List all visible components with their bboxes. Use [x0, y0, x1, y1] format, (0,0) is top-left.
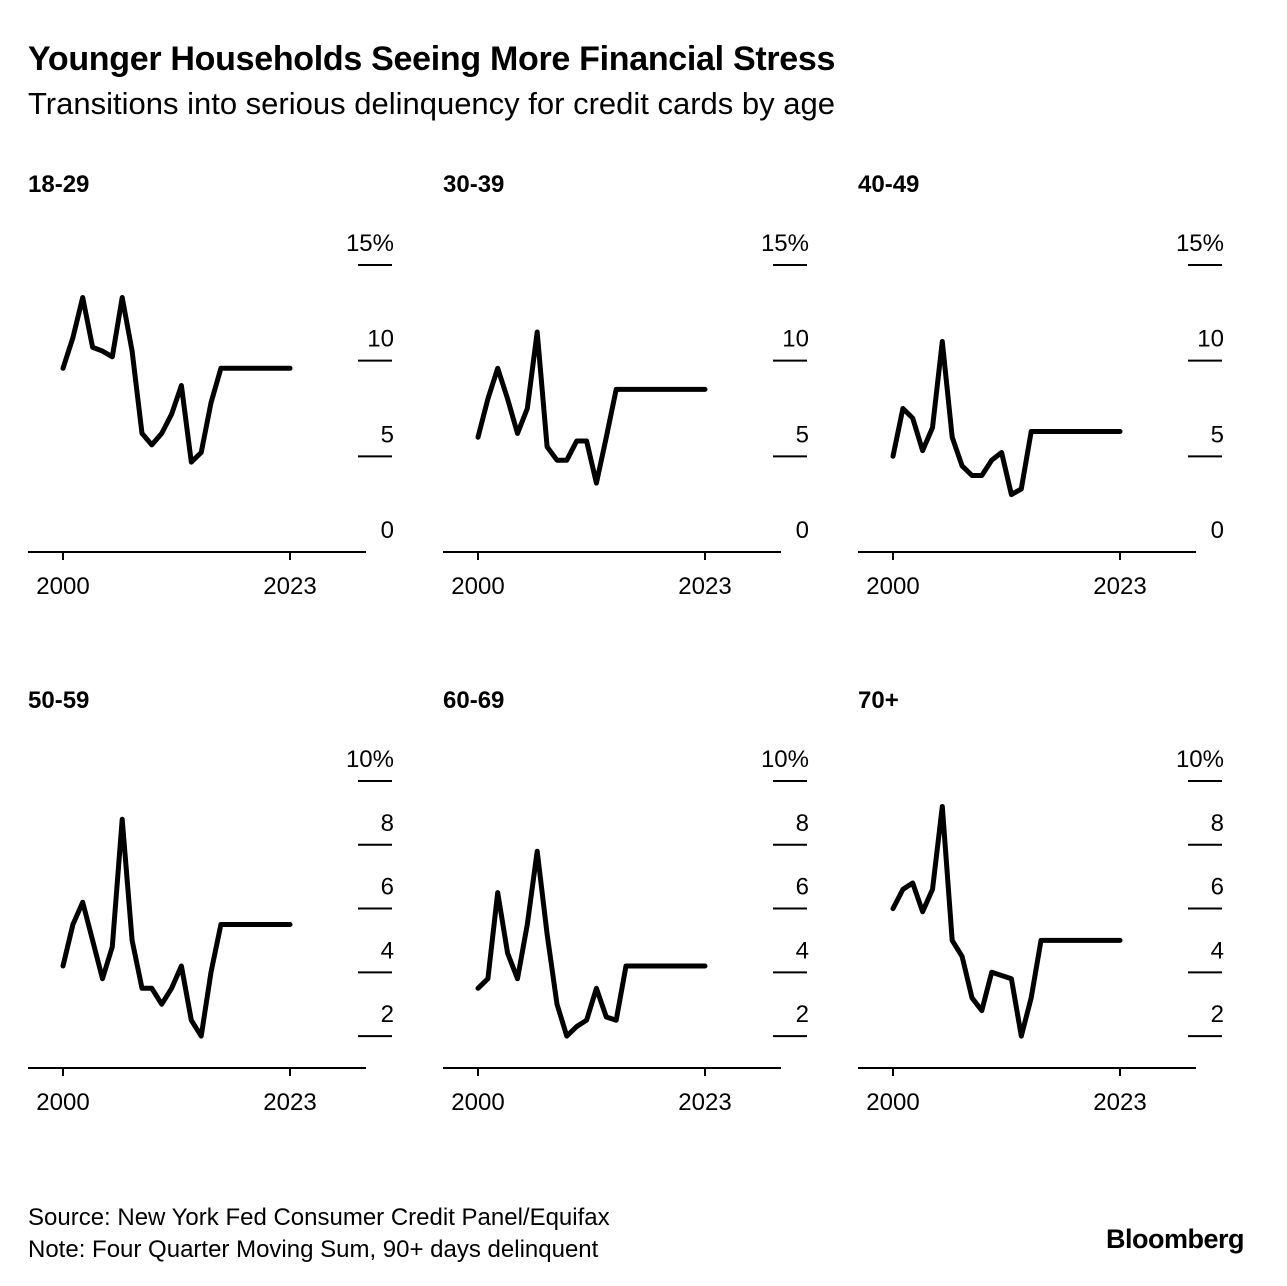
series-line [60, 295, 293, 465]
bloomberg-logo: Bloomberg [1106, 1224, 1245, 1254]
panel-title: 40-49 [858, 171, 919, 198]
y-tick-label: 8 [796, 810, 809, 837]
panel-40-49: 40-49 0 5 10 15% 2000 2023 [858, 171, 1224, 600]
chart-subtitle: Transitions into serious delinquency for… [28, 86, 835, 121]
y-tick-label: 10 [367, 326, 394, 353]
footer-notes: Source: New York Fed Consumer Credit Pan… [28, 1202, 610, 1266]
series-line [475, 329, 708, 486]
panel-title: 70+ [858, 687, 899, 714]
y-tick-label: 10% [1176, 746, 1224, 773]
y-tick-label: 10% [761, 746, 809, 773]
y-tick-label: 6 [796, 874, 809, 901]
y-tick-label: 2 [381, 1001, 394, 1028]
series-line [60, 816, 293, 1039]
x-tick-label: 2000 [36, 573, 89, 600]
series-line [890, 339, 1123, 498]
y-tick-label: 4 [381, 937, 394, 964]
x-tick-label: 2023 [1093, 573, 1146, 600]
x-tick-label: 2000 [36, 1089, 89, 1116]
panel-title: 30-39 [443, 171, 504, 198]
y-tick-label: 10 [1197, 326, 1224, 353]
chart-title: Younger Households Seeing More Financial… [28, 40, 836, 78]
panel-title: 18-29 [28, 171, 89, 198]
y-tick-label: 6 [1211, 874, 1224, 901]
panel-30-39: 30-39 0 5 10 15% 2000 2023 [443, 171, 809, 600]
panel-60-69: 60-69 2 4 6 8 10% 2000 2023 [443, 687, 809, 1116]
x-tick-label: 2000 [866, 573, 919, 600]
y-tick-label: 5 [1211, 421, 1224, 448]
y-tick-label: 10% [346, 746, 394, 773]
y-tick-label: 0 [381, 517, 394, 544]
y-tick-label: 15% [761, 230, 809, 257]
x-tick-label: 2023 [678, 1089, 731, 1116]
x-tick-label: 2000 [451, 573, 504, 600]
panel-18-29: 18-29 0 5 10 15% 2000 2023 [28, 171, 394, 600]
panel-title: 50-59 [28, 687, 89, 714]
y-tick-label: 4 [1211, 937, 1224, 964]
y-tick-label: 2 [1211, 1001, 1224, 1028]
y-tick-label: 5 [381, 421, 394, 448]
panel-70+: 70+ 2 4 6 8 10% 2000 2023 [858, 687, 1224, 1116]
y-tick-label: 8 [1211, 810, 1224, 837]
x-tick-label: 2023 [678, 573, 731, 600]
y-tick-label: 15% [1176, 230, 1224, 257]
panel-title: 60-69 [443, 687, 504, 714]
series-line [475, 848, 708, 1039]
x-tick-label: 2023 [1093, 1089, 1146, 1116]
y-tick-label: 4 [796, 937, 809, 964]
x-tick-label: 2000 [866, 1089, 919, 1116]
x-tick-label: 2000 [451, 1089, 504, 1116]
y-tick-label: 2 [796, 1001, 809, 1028]
y-tick-label: 15% [346, 230, 394, 257]
x-tick-label: 2023 [263, 573, 316, 600]
y-tick-label: 6 [381, 874, 394, 901]
y-tick-label: 8 [381, 810, 394, 837]
x-tick-label: 2023 [263, 1089, 316, 1116]
y-tick-label: 10 [782, 326, 809, 353]
y-tick-label: 0 [796, 517, 809, 544]
method-note: Note: Four Quarter Moving Sum, 90+ days … [28, 1236, 599, 1263]
panel-50-59: 50-59 2 4 6 8 10% 2000 2023 [28, 687, 394, 1116]
y-tick-label: 0 [1211, 517, 1224, 544]
source-note: Source: New York Fed Consumer Credit Pan… [28, 1204, 610, 1231]
series-line [890, 804, 1123, 1039]
y-tick-label: 5 [796, 421, 809, 448]
